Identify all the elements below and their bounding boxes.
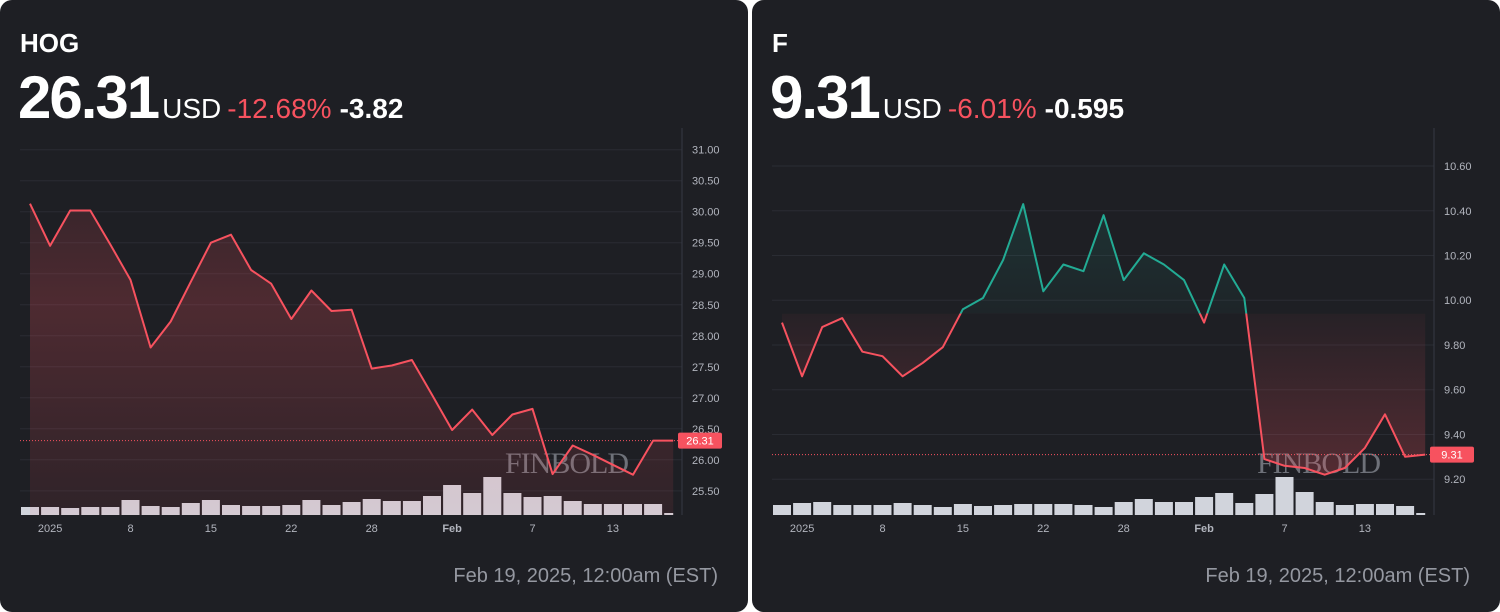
x-tick-label: 8: [879, 523, 885, 535]
x-tick-label: Feb: [1194, 523, 1214, 535]
y-tick-label: 9.80: [1444, 340, 1465, 352]
x-tick-label: 7: [529, 523, 535, 535]
timestamp: Feb 19, 2025, 12:00am (EST): [453, 565, 718, 587]
price-area: [782, 204, 1426, 475]
volume-bar: [1396, 506, 1415, 515]
volume-bar: [1335, 505, 1354, 515]
volume-bar: [1054, 504, 1073, 515]
ticker: HOG: [20, 28, 79, 58]
last-price-label: 26.31: [686, 436, 714, 448]
volume-bar: [1074, 505, 1093, 515]
last-price-label: 9.31: [1441, 450, 1462, 462]
volume-bar: [1295, 492, 1314, 515]
x-tick-label: 15: [957, 523, 969, 535]
last-price-tag: [678, 432, 722, 449]
x-tick-label: 22: [285, 523, 297, 535]
y-tick-label: 9.40: [1444, 429, 1465, 441]
volume-bar: [1114, 502, 1133, 515]
ticker: F: [772, 28, 788, 58]
x-tick-label: 2025: [790, 523, 814, 535]
price-headline: 26.31 USD -12.68% -3.82: [18, 64, 403, 131]
volume-bar: [813, 502, 832, 515]
volume-bar: [953, 504, 972, 515]
x-tick-label: 22: [1037, 523, 1049, 535]
volume-bar: [833, 505, 852, 515]
volume-bar: [974, 506, 992, 515]
volume-bar: [853, 505, 872, 515]
x-tick-label: 13: [1359, 523, 1371, 535]
y-tick-label: 29.50: [692, 238, 720, 250]
y-tick-label: 31.00: [692, 145, 720, 157]
volume-bar: [1034, 504, 1053, 515]
last-price-tag: [1430, 446, 1474, 463]
x-tick-label: 2025: [38, 523, 62, 535]
x-tick-label: 13: [607, 523, 619, 535]
x-tick-label: 8: [127, 523, 133, 535]
price-area: [30, 203, 674, 515]
currency: USD: [883, 93, 942, 124]
volume-bar: [1235, 503, 1254, 515]
change-percent: -12.68%: [227, 93, 331, 124]
volume-bar: [1014, 504, 1033, 515]
volume-bar: [1134, 499, 1153, 515]
price: 9.31: [770, 64, 879, 131]
y-tick-label: 28.50: [692, 300, 720, 312]
y-tick-label: 10.00: [1444, 295, 1472, 307]
y-tick-label: 29.00: [692, 269, 720, 281]
x-tick-label: 28: [366, 523, 378, 535]
currency: USD: [162, 93, 221, 124]
stock-panel: F9.31 USD -6.01% -0.5959.209.409.609.8010.0…: [752, 0, 1500, 612]
volume-bar: [1376, 504, 1394, 515]
volume-bar: [893, 503, 912, 515]
volume-bar: [1215, 493, 1234, 515]
volume-bar: [1315, 502, 1334, 515]
price-line: [29, 203, 674, 476]
y-tick-label: 26.00: [692, 455, 720, 467]
volume-bar: [1175, 502, 1193, 515]
price: 26.31: [18, 64, 159, 131]
price-headline: 9.31 USD -6.01% -0.595: [770, 64, 1124, 131]
change: -0.595: [1045, 93, 1124, 124]
y-tick-label: 30.00: [692, 207, 720, 219]
y-tick-label: 30.50: [692, 176, 720, 188]
y-tick-label: 25.50: [692, 486, 720, 498]
volume-bar: [1275, 477, 1294, 515]
y-tick-label: 10.40: [1444, 206, 1472, 218]
volume-bar: [1416, 513, 1426, 515]
volume-bar: [1355, 504, 1374, 515]
y-tick-label: 28.00: [692, 331, 720, 343]
volume-bar: [1195, 497, 1214, 515]
y-tick-label: 9.60: [1444, 385, 1465, 397]
volume-bar: [913, 505, 932, 515]
change-percent: -6.01%: [948, 93, 1037, 124]
price-line: [781, 203, 1426, 476]
volume-bar: [773, 505, 791, 515]
x-tick-label: 15: [205, 523, 217, 535]
y-tick-label: 27.00: [692, 393, 720, 405]
y-tick-label: 9.20: [1444, 474, 1465, 486]
x-tick-label: 7: [1281, 523, 1287, 535]
volume-bar: [994, 505, 1013, 515]
volume-bar: [873, 505, 892, 515]
timestamp: Feb 19, 2025, 12:00am (EST): [1205, 565, 1470, 587]
change: -3.82: [340, 93, 404, 124]
volume-bar: [1094, 507, 1113, 515]
y-tick-label: 10.20: [1444, 251, 1472, 263]
y-tick-label: 10.60: [1444, 161, 1472, 173]
volume-bar: [793, 503, 812, 515]
x-tick-label: Feb: [442, 523, 462, 535]
y-tick-label: 27.50: [692, 362, 720, 374]
x-tick-label: 28: [1118, 523, 1130, 535]
volume-bar: [1255, 494, 1274, 515]
volume-bar: [933, 507, 952, 515]
volume-bar: [1154, 502, 1173, 515]
